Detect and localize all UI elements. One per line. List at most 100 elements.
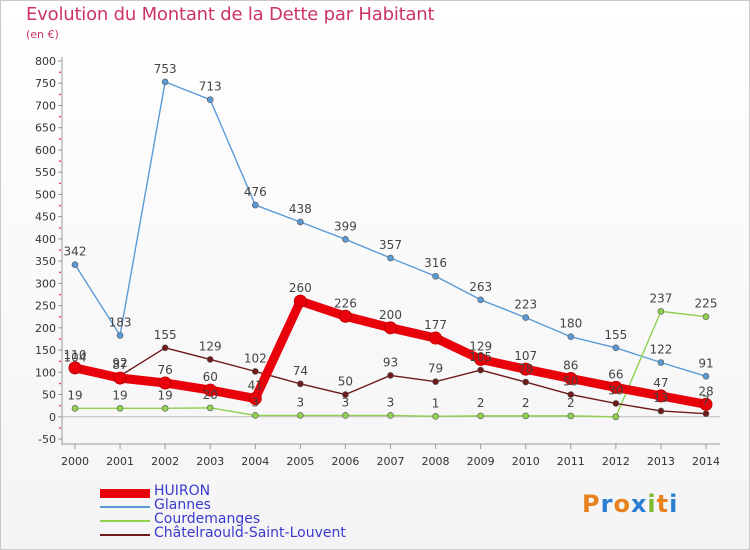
x-tick-label: 2002 (151, 455, 179, 468)
data-label: 91 (698, 356, 713, 370)
data-point (387, 372, 394, 379)
data-point (702, 410, 710, 417)
data-label: 263 (469, 280, 492, 294)
data-point (206, 96, 214, 103)
y-minor-tick (59, 382, 61, 385)
y-minor-tick (59, 160, 61, 163)
y-tick-label: 300 (35, 277, 56, 290)
data-label: 76 (158, 363, 173, 377)
y-minor-tick (59, 115, 61, 118)
y-minor-tick (59, 315, 61, 318)
y-minor-tick (59, 360, 61, 363)
y-tick-label: 400 (35, 233, 56, 246)
data-point (654, 389, 668, 403)
y-tick-label: 750 (35, 77, 56, 90)
data-label: 155 (154, 328, 177, 342)
data-label: 28 (698, 384, 713, 398)
data-label: 316 (424, 256, 447, 270)
data-point (657, 407, 665, 415)
data-label: 107 (514, 349, 537, 363)
data-point (342, 236, 349, 243)
x-tick-label: 2008 (422, 455, 450, 468)
proxiti-logo: Proxiti (582, 490, 678, 518)
y-tick-label: 350 (35, 255, 56, 268)
data-label: 79 (428, 362, 443, 376)
x-tick-label: 2014 (692, 455, 720, 468)
data-label: 155 (604, 328, 627, 342)
data-label: 50 (338, 375, 353, 389)
data-point (116, 332, 124, 339)
data-label: 2 (567, 396, 575, 410)
data-label: 200 (379, 308, 402, 322)
data-point (429, 331, 443, 345)
data-label: 223 (514, 298, 537, 312)
x-tick-label: 2006 (331, 455, 359, 468)
data-point (657, 359, 665, 366)
data-label: 7 (702, 394, 710, 408)
data-point (519, 362, 533, 376)
data-point (297, 380, 304, 388)
data-label: 92 (112, 356, 127, 370)
data-point (432, 272, 439, 280)
data-point (113, 371, 127, 385)
data-label: 3 (387, 395, 395, 409)
data-label: 3 (251, 395, 259, 409)
chart-subtitle: (en €) (26, 28, 59, 41)
data-label: 60 (203, 370, 218, 384)
data-label: 3 (342, 395, 350, 409)
data-label: 476 (244, 185, 267, 199)
data-label: 129 (199, 339, 222, 353)
legend-label: Glannes (154, 497, 211, 513)
y-tick-label: 700 (35, 99, 56, 112)
data-label: 3 (297, 395, 305, 409)
x-tick-label: 2013 (647, 455, 675, 468)
data-point (206, 356, 214, 363)
data-label: 41 (248, 379, 263, 393)
data-label: 399 (334, 219, 357, 233)
logo-letter: x (630, 490, 648, 518)
logo-letter: i (647, 490, 657, 518)
data-label: 342 (64, 245, 87, 259)
legend-swatch (100, 520, 150, 522)
y-tick-label: 0 (49, 411, 56, 424)
data-label: 13 (653, 391, 668, 405)
data-label: 183 (109, 315, 132, 329)
y-minor-tick (59, 338, 61, 340)
data-label: 30 (608, 383, 623, 397)
y-minor-tick (59, 249, 61, 252)
data-label: 78 (518, 362, 533, 376)
data-label: 19 (67, 388, 82, 402)
x-tick-label: 2011 (557, 455, 585, 468)
y-minor-tick (59, 182, 61, 185)
y-tick-label: 50 (42, 389, 56, 402)
x-tick-label: 2001 (106, 455, 134, 468)
data-point (477, 366, 484, 374)
data-point (68, 361, 82, 375)
legend-swatch (100, 506, 150, 508)
data-label: 102 (244, 351, 267, 365)
y-minor-tick (59, 427, 61, 429)
data-point (609, 380, 623, 394)
x-tick-label: 2004 (241, 455, 269, 468)
x-tick-label: 2003 (196, 455, 224, 468)
logo-letter: P (582, 490, 601, 518)
logo-letter: o (613, 490, 631, 518)
x-tick-label: 2012 (602, 455, 630, 468)
data-point (657, 308, 665, 315)
legend-label: Courdemanges (154, 511, 261, 527)
data-point (206, 404, 214, 412)
data-point (612, 344, 620, 352)
data-label: 104 (64, 351, 87, 365)
x-tick-label: 2009 (467, 455, 495, 468)
data-point (612, 413, 620, 421)
data-point (338, 309, 352, 323)
y-tick-label: 650 (35, 122, 56, 135)
data-label: 93 (383, 355, 398, 369)
data-point (161, 344, 169, 352)
y-tick-label: -50 (38, 433, 56, 446)
logo-letter: i (669, 490, 679, 518)
data-label: 110 (64, 348, 87, 362)
x-tick-label: 2007 (377, 455, 405, 468)
data-label: 19 (112, 388, 127, 402)
